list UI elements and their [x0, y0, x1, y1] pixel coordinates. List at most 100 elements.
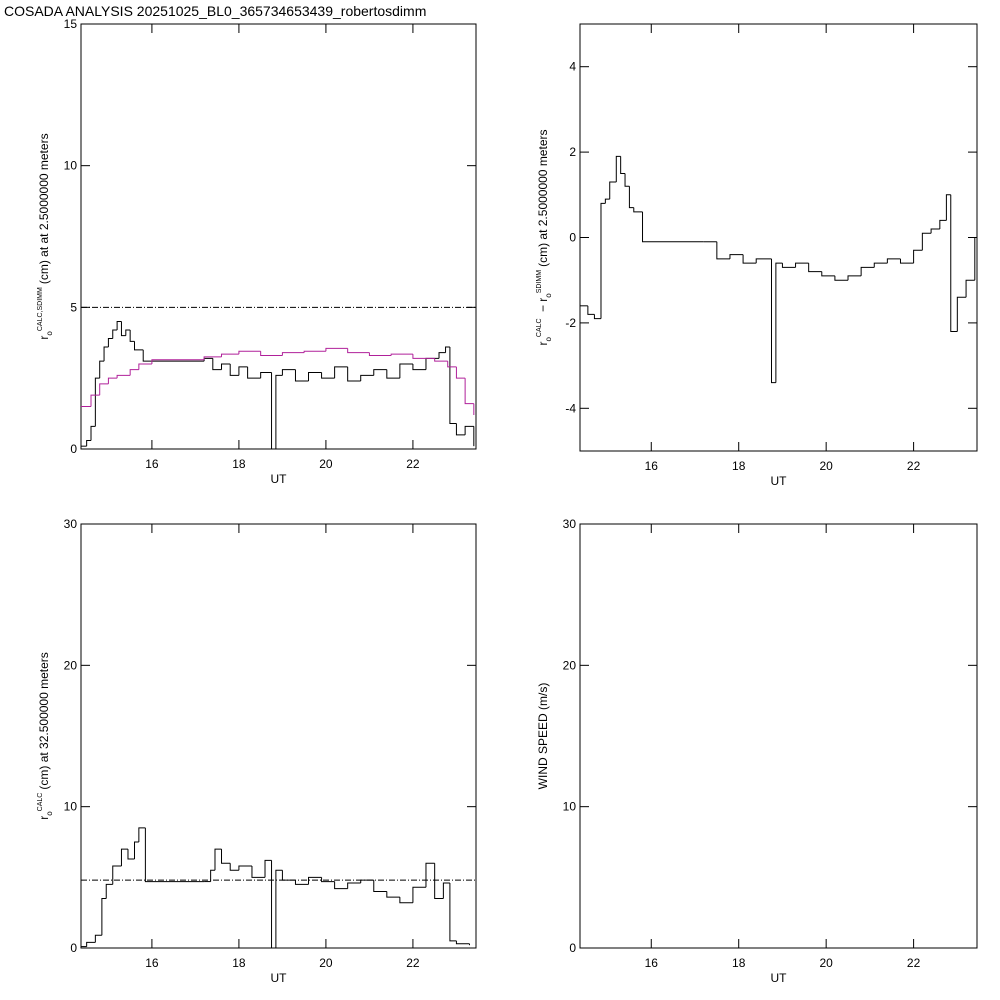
step-segment: [609, 181, 617, 200]
x-tick-label: 16: [645, 956, 659, 970]
step-segment: [593, 314, 601, 320]
step-segment: [620, 156, 626, 174]
step-segment: [886, 258, 901, 264]
x-tick-label: 22: [907, 956, 921, 970]
step-segment: [125, 329, 131, 336]
step-segment: [628, 186, 634, 209]
step-segment: [90, 394, 100, 407]
step-segment: [264, 859, 272, 878]
step-segment: [386, 369, 400, 379]
step-segment: [821, 271, 835, 277]
step-segment: [390, 353, 413, 356]
step-segment: [221, 849, 231, 864]
step-segment: [965, 279, 975, 298]
y-axis-label-part: o: [544, 293, 553, 298]
y-axis-label-part: r: [536, 342, 550, 346]
step-segment: [334, 366, 348, 379]
step-segment: [373, 880, 387, 892]
y-tick-label: 30: [64, 517, 78, 531]
y-tick-label: 30: [563, 517, 577, 531]
step-segment: [99, 360, 105, 379]
step-segment: [238, 366, 248, 376]
step-segment: [347, 348, 370, 354]
y-tick-label: 0: [569, 941, 576, 955]
y-tick-label: 2: [569, 145, 576, 159]
step-segment: [950, 194, 958, 332]
step-segment: [604, 198, 610, 204]
x-tick-label: 22: [907, 459, 921, 473]
step-segment: [321, 877, 335, 883]
plot-frame: [80, 23, 477, 450]
step-segment: [464, 378, 474, 405]
step-segment: [271, 860, 276, 949]
step-segment: [247, 366, 261, 379]
figure-title: COSADA ANALYSIS 20251025_BL0_36573465343…: [4, 3, 426, 19]
step-segment: [434, 863, 444, 900]
y-tick-label: 5: [70, 300, 77, 314]
step-segment: [238, 350, 261, 355]
step-segment: [116, 374, 131, 379]
y-axis-label-part: o: [45, 811, 54, 816]
plot-frame: [80, 523, 477, 949]
y-tick-label: 0: [569, 231, 576, 245]
x-tick-label: 20: [319, 457, 333, 471]
step-segment: [945, 194, 951, 221]
plot-frame: [579, 523, 978, 949]
step-segment: [360, 374, 374, 381]
step-segment: [775, 262, 783, 383]
step-segment: [129, 330, 135, 342]
y-axis-label-part: r: [37, 336, 51, 340]
step-segment: [455, 366, 466, 379]
step-segment: [294, 880, 309, 885]
step-segment: [275, 869, 283, 948]
step-segment: [347, 882, 361, 889]
step-segment: [94, 377, 100, 427]
step-segment: [138, 827, 146, 842]
step-segment: [260, 351, 283, 356]
y-axis-label-part: (cm) at 2.5000000 meters: [536, 129, 550, 266]
step-segment: [899, 258, 914, 264]
step-segment: [615, 155, 621, 182]
step-segment: [834, 275, 849, 281]
y-axis-label-part: (cm) at at 2.5000000 meters: [37, 133, 51, 284]
y-axis-label: roCALC − roSDIMM(cm) at 2.5000000 meters: [536, 129, 553, 345]
step-segment: [221, 363, 231, 370]
step-segment: [138, 363, 152, 370]
step-segment: [847, 275, 862, 281]
step-segment: [308, 876, 322, 885]
step-segment: [347, 366, 361, 382]
step-segment: [449, 882, 457, 942]
step-segment: [425, 357, 440, 370]
step-segment: [412, 886, 426, 903]
y-axis-label: WIND SPEED (m/s): [536, 683, 550, 790]
x-tick-label: 18: [232, 956, 246, 970]
step-segment: [308, 372, 322, 381]
y-axis-label-part: (cm) at 32.500000 meters: [37, 652, 51, 789]
step-segment: [103, 346, 109, 362]
step-segment: [325, 347, 348, 352]
y-tick-label: 10: [563, 800, 577, 814]
step-segment: [464, 425, 474, 435]
step-segment: [105, 883, 113, 899]
x-tick-label: 20: [819, 459, 833, 473]
x-tick-label: 18: [732, 459, 746, 473]
step-segment: [99, 383, 109, 396]
step-segment: [860, 266, 875, 276]
x-tick-label: 18: [732, 956, 746, 970]
step-segment: [281, 369, 296, 376]
step-segment: [386, 891, 400, 898]
step-segment: [94, 934, 102, 943]
step-segment: [442, 882, 450, 899]
step-segment: [134, 341, 144, 351]
step-segment: [939, 219, 947, 229]
step-segment: [203, 357, 213, 362]
step-segment: [120, 321, 126, 337]
step-segment: [251, 866, 266, 878]
step-segment: [260, 372, 272, 379]
step-segment: [642, 211, 704, 243]
y-axis-label-part: WIND SPEED (m/s): [536, 683, 550, 790]
step-segment: [281, 352, 305, 356]
step-segment: [151, 359, 205, 364]
step-segment: [101, 898, 107, 936]
y-axis-label-part: CALC: [536, 318, 543, 337]
